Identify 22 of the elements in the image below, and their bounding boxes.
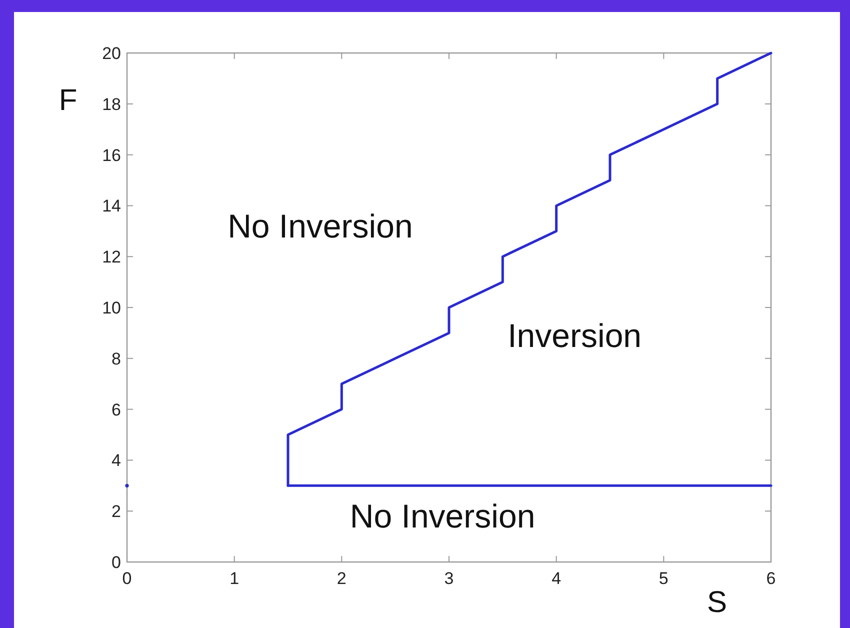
x-tick-label: 1 [230,569,240,588]
y-tick-label: 6 [112,400,121,420]
y-tick-label: 4 [112,451,121,470]
x-tick-label: 6 [766,569,776,588]
annotation: No Inversion [228,207,413,244]
y-tick-label: 2 [112,502,121,522]
x-tick-label: 5 [658,569,668,588]
annotation: Inversion [508,316,642,354]
y-tick-label: 10 [102,298,121,318]
x-tick-label: 4 [552,569,562,588]
y-tick-label: 0 [112,553,121,572]
y-tick-label: 18 [102,94,121,114]
y-tick-label: 20 [102,44,121,63]
y-tick-label: 16 [102,146,121,165]
x-axis-title: S [706,586,728,619]
y-tick-label: 8 [112,349,121,368]
annotation: No Inversion [350,497,536,534]
x-tick-label: 3 [444,569,454,588]
y-axis-title: F [58,84,78,117]
y-tick-label: 12 [102,248,121,267]
x-tick-label: 2 [336,569,346,588]
y-tick-label: 14 [102,196,121,216]
